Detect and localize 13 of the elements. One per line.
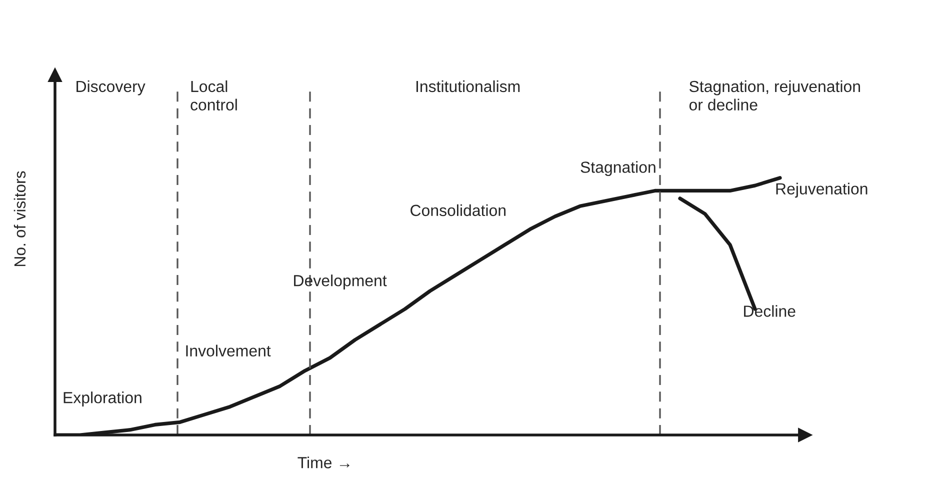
y-axis-title: No. of visitors (14, 171, 26, 266)
text: Stagnation (580, 161, 656, 176)
annotation: Development (294, 274, 387, 290)
series-label: Decline (744, 305, 796, 317)
text: Local control (190, 80, 237, 110)
annotation: Involvement (186, 344, 271, 356)
text: Institutionalism (416, 80, 520, 92)
annotation: Rejuvenation (776, 182, 868, 198)
text: Stagnation, rejuvenation or decline (689, 80, 860, 110)
text: Discovery (76, 80, 146, 96)
annotation: Exploration (64, 392, 142, 406)
annotation: Consolidation (410, 204, 506, 216)
x-axis-title: Time → (298, 456, 350, 468)
